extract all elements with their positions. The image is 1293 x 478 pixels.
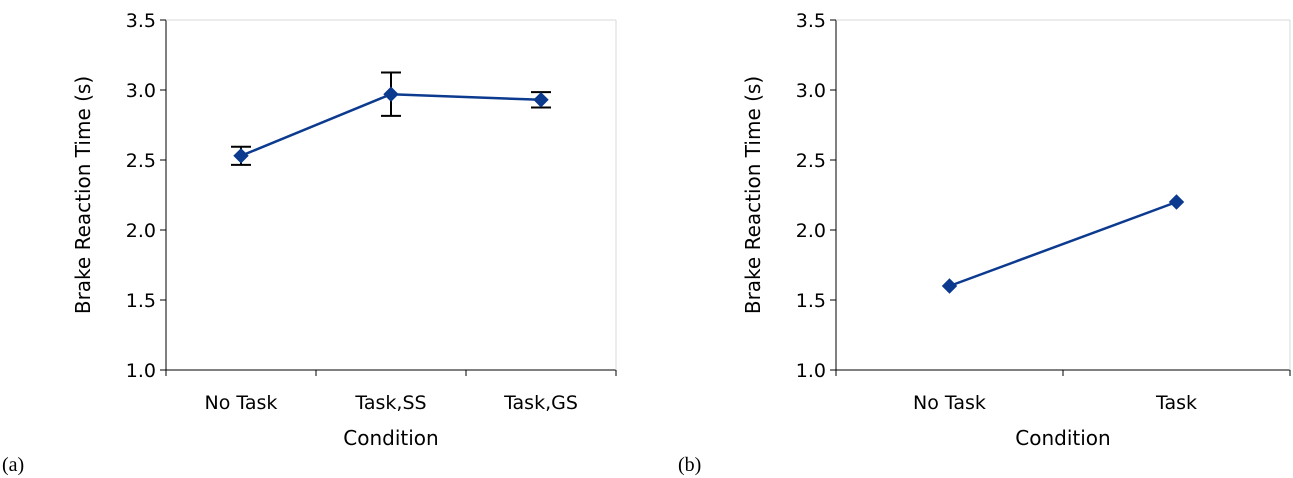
y-axis-label-b: Brake Reaction Time (s)	[741, 76, 765, 314]
y-tick-label-a-1: 1.5	[126, 290, 156, 312]
data-point-a-2	[533, 92, 549, 108]
y-tick-label-b-1: 1.5	[796, 290, 826, 312]
y-tick-label-b-0: 1.0	[796, 360, 826, 382]
y-axis-label-a: Brake Reaction Time (s)	[71, 76, 95, 314]
y-tick-label-a-3: 2.5	[126, 150, 156, 172]
series-b	[941, 194, 1185, 294]
y-tick-label-a-5: 3.5	[126, 10, 156, 32]
data-point-b-1	[1168, 194, 1185, 210]
panel-label-a: (a)	[2, 454, 24, 476]
x-ticks-a: No Task Task,SS Task,GS	[165, 370, 617, 414]
x-tick-label-b-1: Task	[1155, 392, 1197, 414]
y-tick-label-a-2: 2.0	[126, 220, 156, 242]
data-point-b-0	[941, 278, 958, 294]
series-line-b-0	[949, 200, 1177, 288]
y-tick-label-b-4: 3.0	[796, 80, 826, 102]
chart-panel-a: 1.0 1.5 2.0 2.5 3.0 3.5 No Task Task,SS Task,GS…	[2, 10, 617, 476]
series-a	[231, 71, 551, 166]
x-tick-label-a-2: Task,GS	[503, 392, 578, 414]
x-axis-label-a: Condition	[343, 426, 438, 450]
x-tick-label-a-0: No Task	[205, 392, 278, 414]
y-tick-label-a-0: 1.0	[126, 360, 156, 382]
y-ticks-b: 1.0 1.5 2.0 2.5 3.0 3.5	[796, 10, 836, 382]
x-ticks-b: No Task Task	[835, 370, 1291, 414]
y-tick-label-b-2: 2.0	[796, 220, 826, 242]
y-ticks-a: 1.0 1.5 2.0 2.5 3.0 3.5	[126, 10, 166, 382]
x-tick-label-a-1: Task,SS	[354, 392, 426, 414]
data-point-a-1	[383, 86, 399, 102]
chart-panel-b: 1.0 1.5 2.0 2.5 3.0 3.5 No Task Task Brake Rea…	[678, 10, 1291, 476]
y-tick-label-b-3: 2.5	[796, 150, 826, 172]
panel-label-b: (b)	[678, 454, 701, 476]
y-tick-label-b-5: 3.5	[796, 10, 826, 32]
x-axis-label-b: Condition	[1015, 426, 1110, 450]
x-tick-label-b-0: No Task	[913, 392, 986, 414]
data-point-a-0	[233, 148, 249, 164]
y-tick-label-a-4: 3.0	[126, 80, 156, 102]
